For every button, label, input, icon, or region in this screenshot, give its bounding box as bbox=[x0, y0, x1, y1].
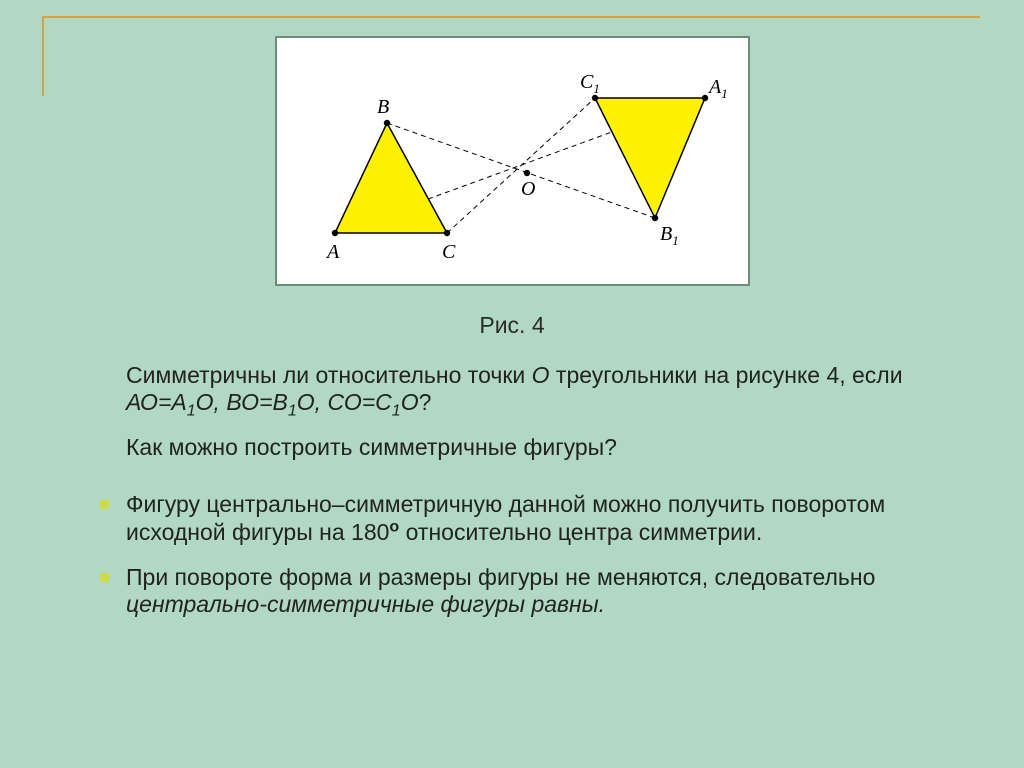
bullet-paragraph: При повороте форма и размеры фигуры не м… bbox=[70, 564, 955, 618]
geometry-figure: A B C O A1 B1 C1 bbox=[277, 38, 748, 284]
svg-text:A: A bbox=[325, 241, 340, 263]
bullet-paragraph: Фигуру центрально–симметричную данной мо… bbox=[70, 491, 955, 545]
slide: A B C O A1 B1 C1 Рис. 4 Симметричны ли относит… bbox=[0, 0, 1024, 768]
text-content: Симметричны ли относительно точки О треу… bbox=[70, 362, 955, 636]
paragraph: Как можно построить симметричные фигуры? bbox=[70, 434, 955, 461]
svg-text:O: O bbox=[521, 178, 535, 200]
figure-caption: Рис. 4 bbox=[0, 312, 1024, 339]
paragraph: Симметричны ли относительно точки О треу… bbox=[70, 362, 955, 416]
svg-text:C1: C1 bbox=[580, 71, 600, 96]
figure-box: A B C O A1 B1 C1 bbox=[275, 36, 750, 286]
svg-text:A1: A1 bbox=[707, 76, 728, 101]
svg-text:B: B bbox=[377, 96, 389, 118]
svg-text:B1: B1 bbox=[660, 223, 679, 248]
svg-text:C: C bbox=[442, 241, 456, 263]
